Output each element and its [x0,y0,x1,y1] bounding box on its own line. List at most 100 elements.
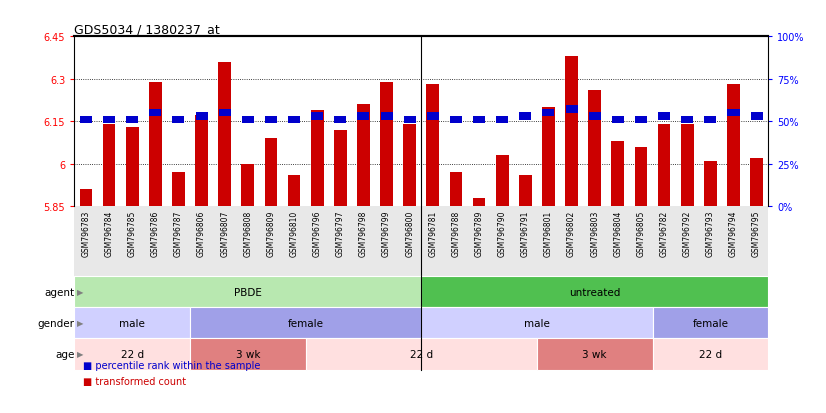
Text: GDS5034 / 1380237_at: GDS5034 / 1380237_at [74,23,220,36]
Bar [311,111,324,206]
Bar [634,147,648,206]
Text: GSM796782: GSM796782 [660,210,668,256]
Text: GSM796783: GSM796783 [82,210,90,256]
Bar [380,82,393,206]
Bar [635,116,647,124]
Text: female: female [287,318,324,328]
Text: GSM796807: GSM796807 [221,210,229,256]
Text: ▶: ▶ [77,350,83,358]
Text: ■ percentile rank within the sample: ■ percentile rank within the sample [83,360,260,370]
Bar [542,108,555,206]
Bar [611,142,624,206]
Text: GSM796789: GSM796789 [475,210,483,256]
Text: untreated: untreated [569,287,620,297]
Text: ▶: ▶ [77,288,83,297]
Bar [588,91,601,206]
Text: female: female [692,318,729,328]
Text: GSM796797: GSM796797 [336,210,344,256]
Text: GSM796806: GSM796806 [197,210,206,256]
Bar [404,116,415,124]
Bar [79,190,93,206]
Text: GSM796809: GSM796809 [267,210,275,256]
Bar [74,339,190,370]
Bar [196,113,207,120]
Bar [358,113,369,120]
Bar [537,339,653,370]
Bar [449,173,463,206]
Text: male: male [524,318,550,328]
Bar [496,116,508,124]
Bar [473,116,485,124]
Bar [426,85,439,206]
Text: GSM796805: GSM796805 [637,210,645,256]
Bar [381,113,392,120]
Bar [190,339,306,370]
Bar [149,82,162,206]
Bar [751,113,762,120]
Bar [103,116,115,124]
Text: gender: gender [37,318,74,328]
Text: GSM796785: GSM796785 [128,210,136,256]
Bar [472,198,486,206]
Text: GSM796800: GSM796800 [406,210,414,256]
Bar [74,277,421,308]
Bar [102,125,116,206]
Bar [357,105,370,206]
Bar [658,113,670,120]
Text: GSM796787: GSM796787 [174,210,183,256]
Bar [728,109,739,117]
Bar [727,85,740,206]
Text: GSM796786: GSM796786 [151,210,159,256]
Text: GSM796810: GSM796810 [290,210,298,256]
Text: GSM796801: GSM796801 [544,210,553,256]
Bar [450,116,462,124]
Text: GSM796798: GSM796798 [359,210,368,256]
Bar [288,116,300,124]
Text: ■ transformed count: ■ transformed count [83,376,186,386]
Bar [750,159,763,206]
Text: ▶: ▶ [77,319,83,328]
Bar [190,308,421,339]
Bar [519,176,532,206]
Bar [496,156,509,206]
Bar [219,109,230,117]
Bar [589,113,601,120]
Text: GSM796791: GSM796791 [521,210,529,256]
Text: 22 d: 22 d [410,349,433,359]
Bar [565,57,578,206]
Bar [287,176,301,206]
Text: GSM796808: GSM796808 [244,210,252,256]
Bar [566,106,577,114]
Text: GSM796794: GSM796794 [729,210,738,256]
Text: GSM796799: GSM796799 [382,210,391,256]
Text: male: male [119,318,145,328]
Bar [265,116,277,124]
Text: 3 wk: 3 wk [235,349,260,359]
Text: GSM796793: GSM796793 [706,210,714,256]
Bar [334,131,347,206]
Text: GSM796796: GSM796796 [313,210,321,256]
Bar [264,139,278,206]
Bar [681,125,694,206]
Text: GSM796804: GSM796804 [614,210,622,256]
Text: GSM796788: GSM796788 [452,210,460,256]
Text: age: age [55,349,74,359]
Bar [241,164,254,206]
Bar [172,173,185,206]
Bar [126,128,139,206]
Bar [80,116,92,124]
Text: PBDE: PBDE [234,287,262,297]
Bar [150,109,161,117]
Bar [543,109,554,117]
Text: 22 d: 22 d [699,349,722,359]
Bar [311,113,323,120]
Text: GSM796803: GSM796803 [591,210,599,256]
Bar [657,125,671,206]
Text: GSM796795: GSM796795 [752,210,761,256]
Bar [421,277,768,308]
Bar [704,161,717,206]
Text: GSM796781: GSM796781 [429,210,437,256]
Bar [427,113,439,120]
Text: GSM796802: GSM796802 [567,210,576,256]
Bar [653,308,768,339]
